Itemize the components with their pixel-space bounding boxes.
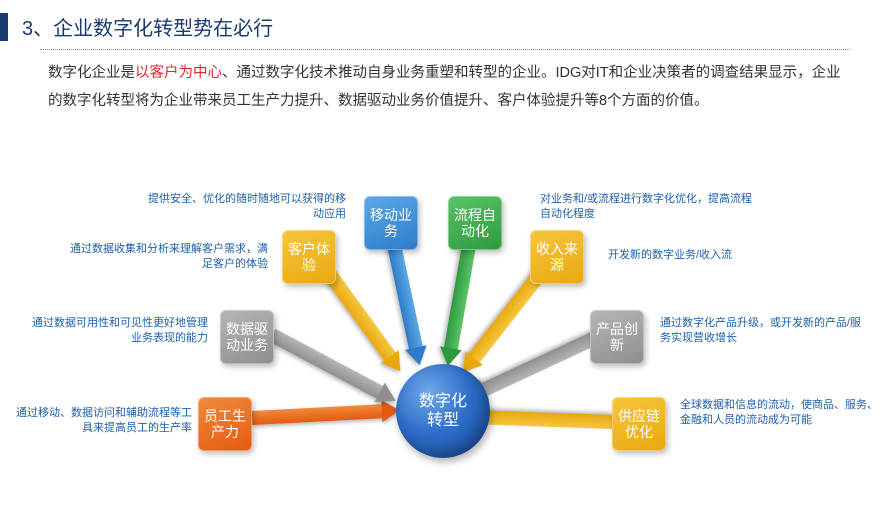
- cust-caption: 通过数据收集和分析来理解客户需求，满足客户的体验: [68, 242, 268, 272]
- emp-node: 员工生 产力: [198, 397, 252, 451]
- section-header: 3、企业数字化转型势在必行: [0, 12, 890, 41]
- section-title-text: 企业数字化转型势在必行: [53, 18, 273, 40]
- mobile-node: 移动业 务: [364, 196, 418, 250]
- data-node: 数据驱 动业务: [220, 310, 274, 364]
- supply-node: 供应链 优化: [612, 397, 666, 451]
- innov-node: 产品创 新: [590, 310, 644, 364]
- income-caption: 开发新的数字业务/收入流: [608, 248, 808, 263]
- header-divider: [40, 49, 850, 50]
- data-caption: 通过数据可用性和可见性更好地管理业务表现的能力: [28, 316, 208, 346]
- income-node: 收入来 源: [530, 230, 584, 284]
- convergence-diagram: 数字化 转型 员工生 产力通过移动、数据访问和辅助流程等工具来提高员工的生产率 数据…: [0, 182, 890, 502]
- intro-pre: 数字化企业是: [48, 65, 135, 81]
- emp-caption: 通过移动、数据访问和辅助流程等工具来提高员工的生产率: [12, 406, 192, 436]
- section-number: 3、: [22, 18, 53, 40]
- proc-node: 流程自 动化: [448, 196, 502, 250]
- section-title: 3、企业数字化转型势在必行: [22, 12, 273, 41]
- intro-paragraph: 数字化企业是以客户为中心、通过数字化技术推动自身业务重塑和转型的企业。IDG对I…: [48, 60, 842, 115]
- supply-caption: 全球数据和信息的流动，使商品、服务、金融和人员的流动成为可能: [680, 398, 880, 428]
- cust-node: 客户体 验: [282, 230, 336, 284]
- mobile-caption: 提供安全、优化的随时随地可以获得的移动应用: [140, 192, 346, 222]
- innov-caption: 通过数字化产品升级，或开发新的产品/服务实现营收增长: [660, 316, 870, 346]
- proc-caption: 对业务和/或流程进行数字化优化，提高流程自动化程度: [540, 192, 760, 222]
- intro-highlight: 以客户为中心: [135, 65, 222, 81]
- header-accent-bar: [0, 13, 8, 41]
- center-node: 数字化 转型: [396, 364, 490, 458]
